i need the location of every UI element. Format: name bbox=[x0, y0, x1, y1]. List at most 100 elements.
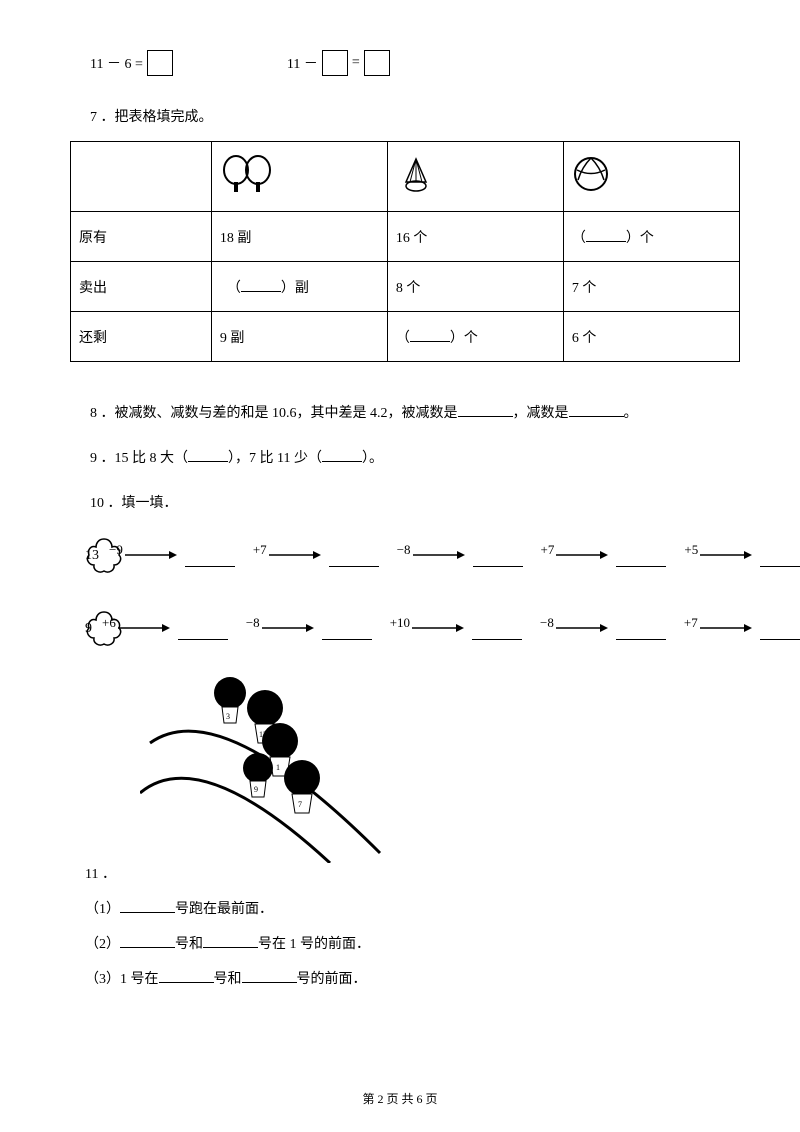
q9-end: ）。 bbox=[362, 451, 383, 466]
table-cell: 原有 bbox=[71, 212, 212, 262]
fill-blank[interactable] bbox=[159, 969, 214, 983]
text-pre: （ bbox=[572, 231, 586, 246]
question-7: 7 ．把表格填完成。 bbox=[90, 106, 740, 126]
fill-blank[interactable] bbox=[120, 934, 175, 948]
equation-row: 11 － 6 = 11 － = bbox=[90, 50, 740, 76]
chain-op: +5 bbox=[684, 542, 698, 558]
table-cell: 16 个 bbox=[387, 212, 563, 262]
chain-step: −8 bbox=[397, 545, 465, 567]
table-cell: 7 个 bbox=[563, 262, 739, 312]
eq2-lhs: 11 － bbox=[287, 53, 318, 73]
chain-op: +6 bbox=[102, 615, 116, 631]
question-11-3: （3）1 号在 号和 号的前面． bbox=[85, 968, 740, 988]
fill-blank[interactable] bbox=[473, 566, 523, 567]
text-post: 号跑在最前面． bbox=[175, 902, 273, 917]
eq2-eq: = bbox=[352, 55, 360, 71]
fill-blank[interactable] bbox=[616, 566, 666, 567]
chain-step: +5 bbox=[684, 545, 752, 567]
fill-blank[interactable] bbox=[410, 328, 450, 342]
table-row: 卖出 （）副 8 个 7 个 bbox=[71, 262, 740, 312]
table-cell: 9 副 bbox=[211, 312, 387, 362]
table-row: 还剩 9 副 （）个 6 个 bbox=[71, 312, 740, 362]
fill-blank[interactable] bbox=[322, 639, 372, 640]
chain-op: +7 bbox=[253, 542, 267, 558]
question-11-1: （1） 号跑在最前面． bbox=[85, 898, 740, 918]
fill-blank[interactable] bbox=[322, 448, 362, 462]
fill-blank[interactable] bbox=[185, 566, 235, 567]
q8-mid: ，减数是 bbox=[513, 406, 569, 421]
volleyball-icon-cell bbox=[563, 142, 739, 212]
answer-box[interactable] bbox=[322, 50, 348, 76]
fill-blank[interactable] bbox=[569, 403, 624, 417]
fill-blank[interactable] bbox=[616, 639, 666, 640]
question-10: 10 ．填一填． bbox=[90, 492, 740, 512]
number-chain-2: 9 +6 −8 +10 −8 +7 bbox=[85, 610, 740, 648]
chain-step: +7 bbox=[253, 545, 321, 567]
answer-box[interactable] bbox=[147, 50, 173, 76]
table-cell: 6 个 bbox=[563, 312, 739, 362]
fill-blank[interactable] bbox=[760, 566, 800, 567]
fill-blank[interactable] bbox=[760, 639, 800, 640]
table-cell: 18 副 bbox=[211, 212, 387, 262]
chain-steps: +6 −8 +10 −8 +7 bbox=[92, 618, 800, 640]
q9-pre: 9 ．15 比 8 大（ bbox=[90, 451, 188, 466]
fill-blank[interactable] bbox=[203, 934, 258, 948]
chain-step: −8 bbox=[540, 618, 608, 640]
answer-box[interactable] bbox=[364, 50, 390, 76]
svg-text:7: 7 bbox=[298, 800, 302, 809]
table-cell: 还剩 bbox=[71, 312, 212, 362]
table-cell bbox=[71, 142, 212, 212]
text-mid: 号和 bbox=[175, 937, 203, 952]
chain-start-value: 13 bbox=[85, 548, 99, 564]
text-post: ）个 bbox=[626, 231, 654, 246]
chain-op: −8 bbox=[540, 615, 554, 631]
fill-blank[interactable] bbox=[188, 448, 228, 462]
table-cell: 卖出 bbox=[71, 262, 212, 312]
text-post: 号在 1 号的前面． bbox=[258, 937, 370, 952]
chain-start-value: 9 bbox=[85, 621, 92, 637]
chain-op: −8 bbox=[397, 542, 411, 558]
question-9: 9 ．15 比 8 大（ ），7 比 11 少（ ）。 bbox=[90, 447, 740, 467]
page-footer: 第 2 页 共 6 页 bbox=[0, 1090, 800, 1107]
fill-blank[interactable] bbox=[241, 278, 281, 292]
svg-text:3: 3 bbox=[226, 712, 230, 721]
table-cell: 8 个 bbox=[387, 262, 563, 312]
table-cell: （）个 bbox=[387, 312, 563, 362]
table-cell: （ ）个 bbox=[563, 212, 739, 262]
fill-blank[interactable] bbox=[242, 969, 297, 983]
fill-blank[interactable] bbox=[472, 639, 522, 640]
text-mid: 号和 bbox=[214, 972, 242, 987]
chain-op: +7 bbox=[684, 615, 698, 631]
chain-op: −8 bbox=[246, 615, 260, 631]
table-header-row bbox=[71, 142, 740, 212]
chain-step: −8 bbox=[246, 618, 314, 640]
q9-mid: ），7 比 11 少（ bbox=[228, 451, 322, 466]
shuttlecock-icon-cell bbox=[387, 142, 563, 212]
table-row: 原有 18 副 16 个 （ ）个 bbox=[71, 212, 740, 262]
text-pre: （3）1 号在 bbox=[85, 972, 159, 987]
question-11-2: （2） 号和 号在 1 号的前面． bbox=[85, 933, 740, 953]
chain-step: +10 bbox=[390, 618, 464, 640]
fill-blank[interactable] bbox=[329, 566, 379, 567]
chain-step: +7 bbox=[684, 618, 752, 640]
paddle-icon-cell bbox=[211, 142, 387, 212]
table-cell: （）副 bbox=[211, 262, 387, 312]
text-pre: （2） bbox=[85, 937, 120, 952]
fill-blank[interactable] bbox=[120, 899, 175, 913]
svg-text:9: 9 bbox=[254, 785, 258, 794]
text-post: ）副 bbox=[281, 281, 309, 296]
q8-pre: 8 ．被减数、减数与差的和是 10.6，其中差是 4.2，被减数是 bbox=[90, 406, 458, 421]
svg-text:1: 1 bbox=[276, 763, 280, 772]
fill-table: 原有 18 副 16 个 （）个 卖出 （）副 8 个 7 个 还剩 9 副 （… bbox=[70, 141, 740, 362]
text-pre: （1） bbox=[85, 902, 120, 917]
chain-op: +7 bbox=[541, 542, 555, 558]
question-8: 8 ．被减数、减数与差的和是 10.6，其中差是 4.2，被减数是，减数是。 bbox=[90, 402, 740, 422]
text-post: ）个 bbox=[450, 331, 478, 346]
fill-blank[interactable] bbox=[458, 403, 513, 417]
chain-op: −9 bbox=[109, 542, 123, 558]
text-post: 号的前面． bbox=[297, 972, 367, 987]
fill-blank[interactable] bbox=[178, 639, 228, 640]
fill-blank[interactable] bbox=[586, 228, 626, 242]
eq1-lhs: 11 － 6 = bbox=[90, 53, 143, 73]
runners-illustration: 3 12 1 9 7 bbox=[140, 663, 740, 868]
